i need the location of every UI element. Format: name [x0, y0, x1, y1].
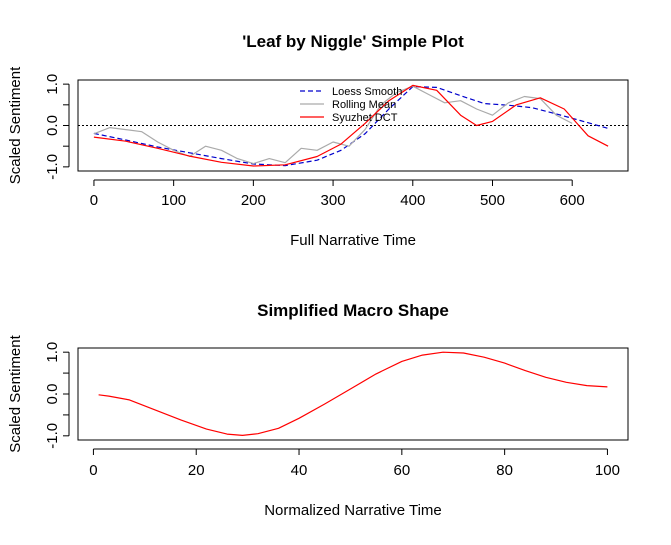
chart-title: 'Leaf by Niggle' Simple Plot	[242, 32, 464, 51]
syuzhet-dct-line	[93, 84, 609, 167]
legend-label: Rolling Mean	[332, 99, 396, 111]
chart-title: Simplified Macro Shape	[257, 301, 449, 320]
y-tick-label: 1.0	[44, 342, 61, 363]
y-tick-label: -1.0	[44, 423, 61, 449]
x-tick-label: 100	[161, 192, 186, 209]
y-tick-label: 0.0	[44, 115, 61, 136]
y-tick-label: -1.0	[44, 154, 61, 180]
x-tick-label: 300	[321, 192, 346, 209]
macro-shape-line	[98, 351, 608, 436]
x-tick-label: 100	[595, 462, 620, 479]
x-tick-label: 40	[291, 462, 308, 479]
loess-smooth-line	[93, 85, 609, 167]
x-tick-label: 400	[400, 192, 425, 209]
x-tick-label: 20	[188, 462, 205, 479]
x-tick-label: 200	[241, 192, 266, 209]
legend-label: Loess Smooth	[332, 86, 402, 98]
x-tick-label: 0	[90, 192, 98, 209]
plot-frame	[77, 347, 629, 441]
y-axis-label: Scaled Sentiment	[7, 66, 24, 184]
x-tick-label: 80	[496, 462, 513, 479]
x-tick-label: 0	[89, 462, 97, 479]
y-tick-label: 1.0	[44, 74, 61, 95]
y-axis-label: Scaled Sentiment	[7, 334, 24, 452]
x-tick-label: 60	[393, 462, 410, 479]
y-tick-label: 0.0	[44, 384, 61, 405]
x-tick-label: 600	[560, 192, 585, 209]
legend-label: Syuzhet DCT	[332, 112, 398, 124]
x-axis-label: Full Narrative Time	[290, 232, 416, 249]
x-axis-label: Normalized Narrative Time	[264, 502, 442, 519]
rolling-mean-line	[93, 85, 573, 165]
x-tick-label: 500	[480, 192, 505, 209]
